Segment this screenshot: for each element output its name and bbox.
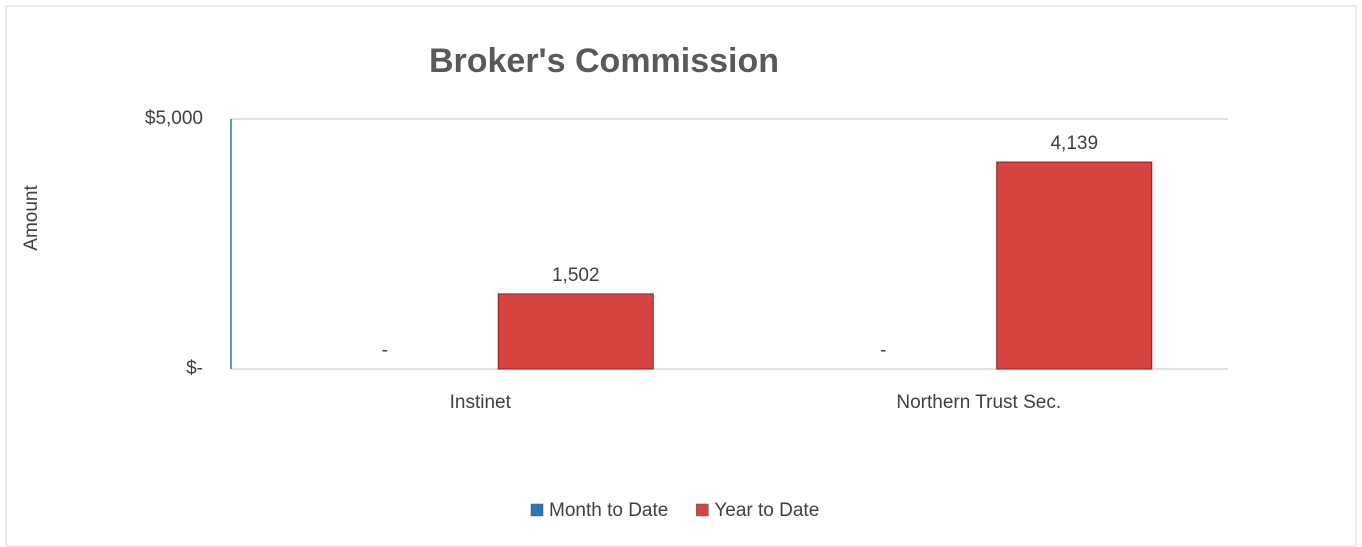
y-tick-label: $- [186, 358, 203, 379]
chart-title: Broker's Commission [429, 42, 779, 80]
data-label: 4,139 [1050, 133, 1098, 154]
y-axis-label: Amount [21, 185, 42, 251]
data-label: - [382, 340, 388, 361]
legend-swatch [530, 503, 544, 517]
y-tick-label: $5,000 [145, 108, 203, 129]
legend-label: Year to Date [714, 500, 819, 521]
data-label: 1,502 [552, 265, 600, 286]
bar [497, 293, 654, 370]
legend-label: Month to Date [549, 500, 668, 521]
x-tick-label: Instinet [450, 392, 512, 413]
legend-swatch [696, 503, 709, 517]
bar [996, 161, 1153, 370]
data-label: - [880, 340, 886, 361]
x-tick-label: Northern Trust Sec. [896, 392, 1061, 413]
chart-frame [5, 5, 1357, 547]
